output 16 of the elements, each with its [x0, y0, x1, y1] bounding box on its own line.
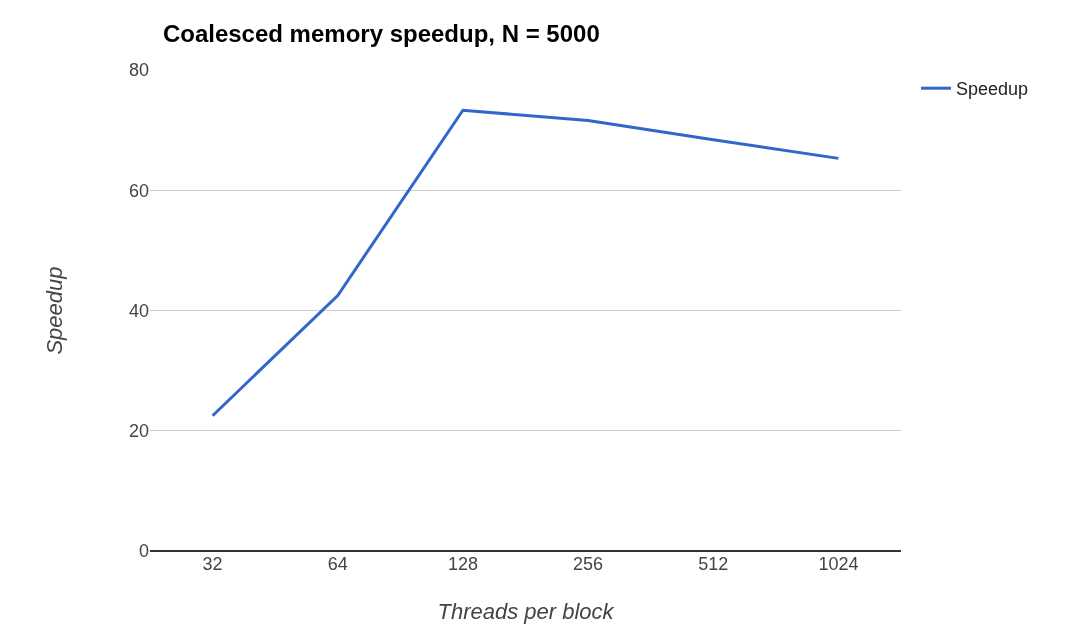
line-series — [211, 108, 840, 418]
legend-label: Speedup — [956, 79, 1029, 100]
chart-title: Coalesced memory speedup, N = 5000 — [162, 20, 600, 48]
x-axis-title: Threads per block — [437, 598, 615, 624]
x-tick-label: 256 — [573, 554, 604, 574]
y-tick-label: 40 — [128, 300, 149, 321]
y-tick-label: 20 — [128, 421, 149, 442]
y-tick-label: 60 — [128, 180, 149, 201]
x-tick-label: 1024 — [818, 554, 859, 574]
x-tick-label: 32 — [202, 554, 223, 574]
x-tick-label: 128 — [447, 554, 478, 574]
x-tick-label: 64 — [327, 554, 348, 574]
y-tick-label: 80 — [128, 60, 149, 81]
x-tick-label: 512 — [698, 554, 729, 574]
y-tick-label: 0 — [138, 541, 149, 562]
y-axis-title: Speedup — [41, 266, 67, 355]
